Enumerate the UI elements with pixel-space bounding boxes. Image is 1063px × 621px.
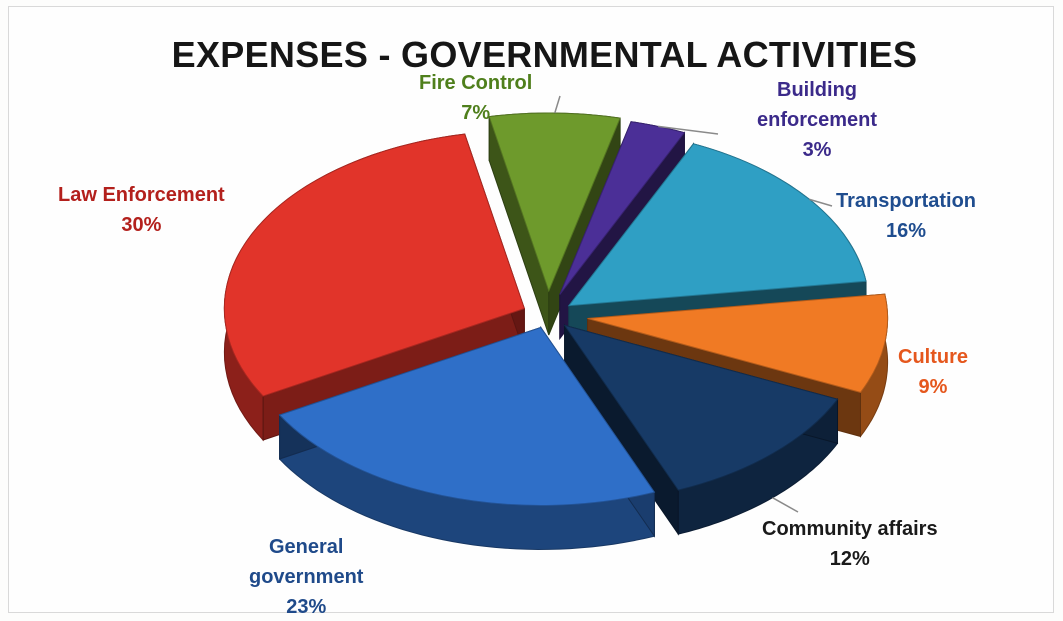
label-general-government-name-1: General: [268, 536, 344, 558]
label-building-enforcement: Building enforcement 3%: [757, 75, 877, 165]
chart-title: EXPENSES - GOVERNMENTAL ACTIVITIES: [171, 34, 918, 75]
label-law-enforcement-value: 30%: [121, 214, 162, 236]
leader-building-enforcement: [658, 125, 719, 135]
leader-transportation: [809, 198, 833, 207]
label-transportation-name: Transportation: [836, 190, 977, 212]
label-community-affairs-value: 12%: [829, 548, 870, 570]
label-building-enforcement-name-2: enforcement: [757, 109, 878, 131]
leader-lines: [554, 95, 833, 513]
label-general-government-name-2: government: [249, 566, 364, 588]
leader-community-affairs: [772, 497, 799, 513]
label-fire-control-value: 7%: [461, 102, 491, 124]
slice-culture: [587, 293, 889, 393]
label-transportation: Transportation 16%: [836, 186, 976, 246]
slice-building-enforcement: [559, 121, 686, 295]
label-law-enforcement: Law Enforcement 30%: [58, 180, 225, 240]
label-law-enforcement-name: Law Enforcement: [58, 184, 225, 206]
label-general-government: General government 23%: [249, 532, 363, 621]
label-building-enforcement-value: 3%: [802, 139, 832, 161]
label-fire-control: Fire Control 7%: [419, 68, 532, 128]
label-general-government-value: 23%: [286, 596, 327, 618]
leader-fire-control: [554, 95, 561, 114]
label-building-enforcement-name-1: Building: [777, 79, 857, 101]
label-community-affairs-name: Community affairs: [762, 518, 938, 540]
slice-transportation: [567, 143, 867, 307]
label-culture-value: 9%: [918, 376, 948, 398]
slice-fire-control: [488, 112, 621, 293]
slice-community-affairs: [563, 324, 839, 491]
slice-law-enforcement: [223, 133, 525, 397]
slice-general-government: [278, 326, 656, 506]
slice-tops: [223, 112, 889, 506]
label-transportation-value: 16%: [885, 220, 927, 242]
label-culture: Culture 9%: [898, 342, 968, 402]
label-fire-control-name: Fire Control: [419, 72, 533, 94]
label-culture-name: Culture: [898, 346, 968, 368]
label-community-affairs: Community affairs 12%: [762, 514, 938, 574]
